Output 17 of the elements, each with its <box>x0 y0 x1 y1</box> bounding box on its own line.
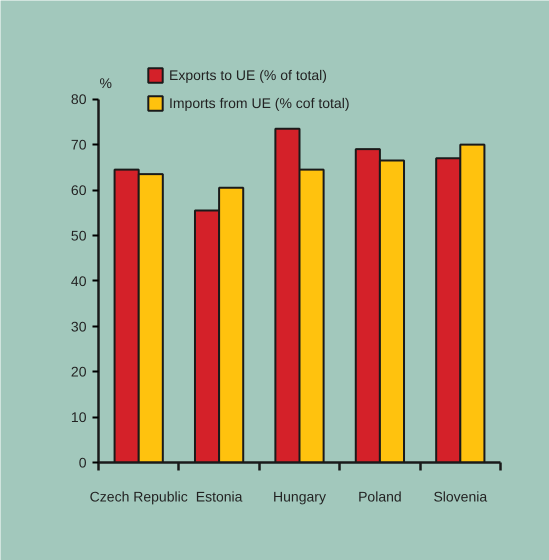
x-tick-label: Poland <box>358 488 402 504</box>
x-tick-label: Slovenia <box>433 488 488 504</box>
x-tick-label: Estonia <box>196 488 243 504</box>
y-tick-label: 50 <box>70 227 87 244</box>
legend-label: Imports from UE (% cof total) <box>169 95 350 111</box>
y-tick-label: 40 <box>70 272 87 289</box>
y-tick-label: 80 <box>70 91 87 108</box>
legend-label: Exports to UE (% of total) <box>169 67 327 83</box>
y-tick-label: 10 <box>70 409 87 426</box>
y-tick-label: 60 <box>70 182 87 198</box>
x-tick-label: Czech Republic <box>90 488 188 504</box>
y-tick-label: 0 <box>78 454 87 470</box>
y-tick-label: 20 <box>70 364 87 380</box>
y-tick-label: 70 <box>70 136 87 153</box>
y-axis-title: % <box>100 75 112 92</box>
x-tick-label: Hungary <box>273 488 326 504</box>
y-tick-label: 30 <box>70 318 87 334</box>
